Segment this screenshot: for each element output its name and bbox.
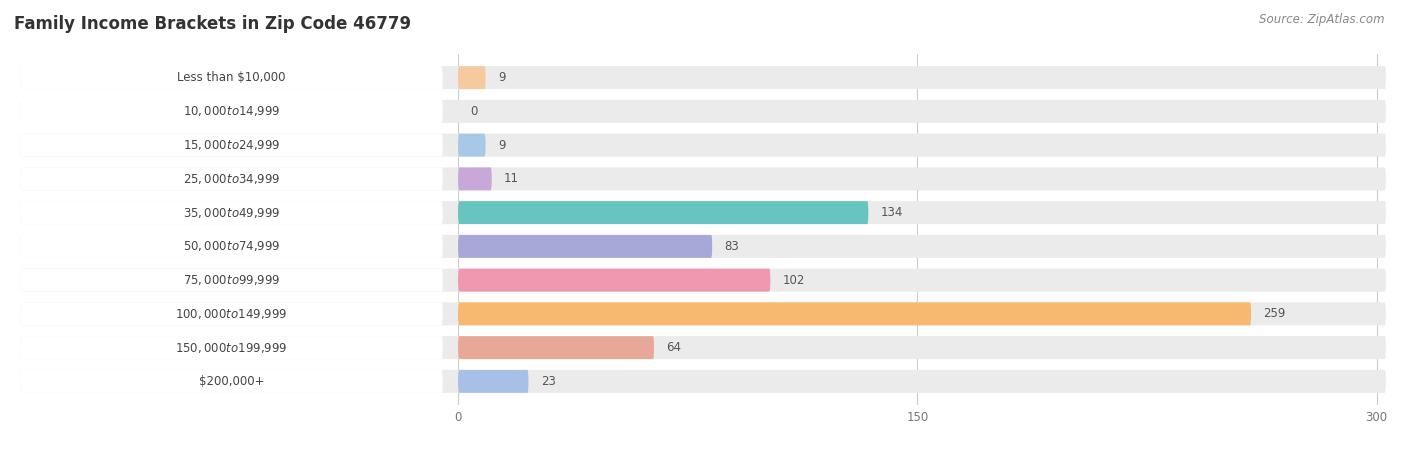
Text: $25,000 to $34,999: $25,000 to $34,999 [183, 172, 280, 186]
Text: Source: ZipAtlas.com: Source: ZipAtlas.com [1260, 14, 1385, 27]
Text: $100,000 to $149,999: $100,000 to $149,999 [176, 307, 288, 321]
FancyBboxPatch shape [20, 370, 1386, 393]
FancyBboxPatch shape [20, 66, 443, 89]
FancyBboxPatch shape [20, 134, 443, 157]
FancyBboxPatch shape [20, 201, 1386, 224]
FancyBboxPatch shape [20, 302, 1386, 325]
Text: $15,000 to $24,999: $15,000 to $24,999 [183, 138, 280, 152]
FancyBboxPatch shape [458, 167, 492, 190]
Text: $200,000+: $200,000+ [198, 375, 264, 388]
FancyBboxPatch shape [20, 134, 1386, 157]
Text: 134: 134 [880, 206, 903, 219]
FancyBboxPatch shape [20, 167, 1386, 190]
Text: $10,000 to $14,999: $10,000 to $14,999 [183, 104, 280, 118]
FancyBboxPatch shape [458, 235, 713, 258]
Text: 9: 9 [498, 139, 505, 152]
FancyBboxPatch shape [20, 336, 443, 359]
Text: 23: 23 [541, 375, 555, 388]
Text: $150,000 to $199,999: $150,000 to $199,999 [176, 341, 288, 355]
Text: Family Income Brackets in Zip Code 46779: Family Income Brackets in Zip Code 46779 [14, 15, 411, 33]
Text: 102: 102 [783, 274, 806, 287]
FancyBboxPatch shape [20, 302, 443, 325]
FancyBboxPatch shape [458, 370, 529, 393]
Text: Less than $10,000: Less than $10,000 [177, 71, 285, 84]
FancyBboxPatch shape [20, 66, 1386, 89]
FancyBboxPatch shape [20, 269, 1386, 292]
Text: $35,000 to $49,999: $35,000 to $49,999 [183, 206, 280, 220]
Text: 259: 259 [1264, 307, 1285, 320]
FancyBboxPatch shape [458, 134, 485, 157]
FancyBboxPatch shape [458, 66, 485, 89]
FancyBboxPatch shape [20, 235, 443, 258]
FancyBboxPatch shape [458, 336, 654, 359]
FancyBboxPatch shape [20, 167, 443, 190]
FancyBboxPatch shape [458, 302, 1251, 325]
Text: 9: 9 [498, 71, 505, 84]
FancyBboxPatch shape [20, 370, 443, 393]
Text: $75,000 to $99,999: $75,000 to $99,999 [183, 273, 280, 287]
Text: 64: 64 [666, 341, 682, 354]
Text: 11: 11 [503, 172, 519, 185]
Text: 0: 0 [470, 105, 478, 118]
FancyBboxPatch shape [458, 269, 770, 292]
FancyBboxPatch shape [20, 100, 1386, 123]
Text: $50,000 to $74,999: $50,000 to $74,999 [183, 239, 280, 253]
FancyBboxPatch shape [20, 100, 443, 123]
FancyBboxPatch shape [20, 235, 1386, 258]
FancyBboxPatch shape [20, 269, 443, 292]
FancyBboxPatch shape [458, 201, 869, 224]
FancyBboxPatch shape [20, 201, 443, 224]
Text: 83: 83 [724, 240, 740, 253]
FancyBboxPatch shape [20, 336, 1386, 359]
